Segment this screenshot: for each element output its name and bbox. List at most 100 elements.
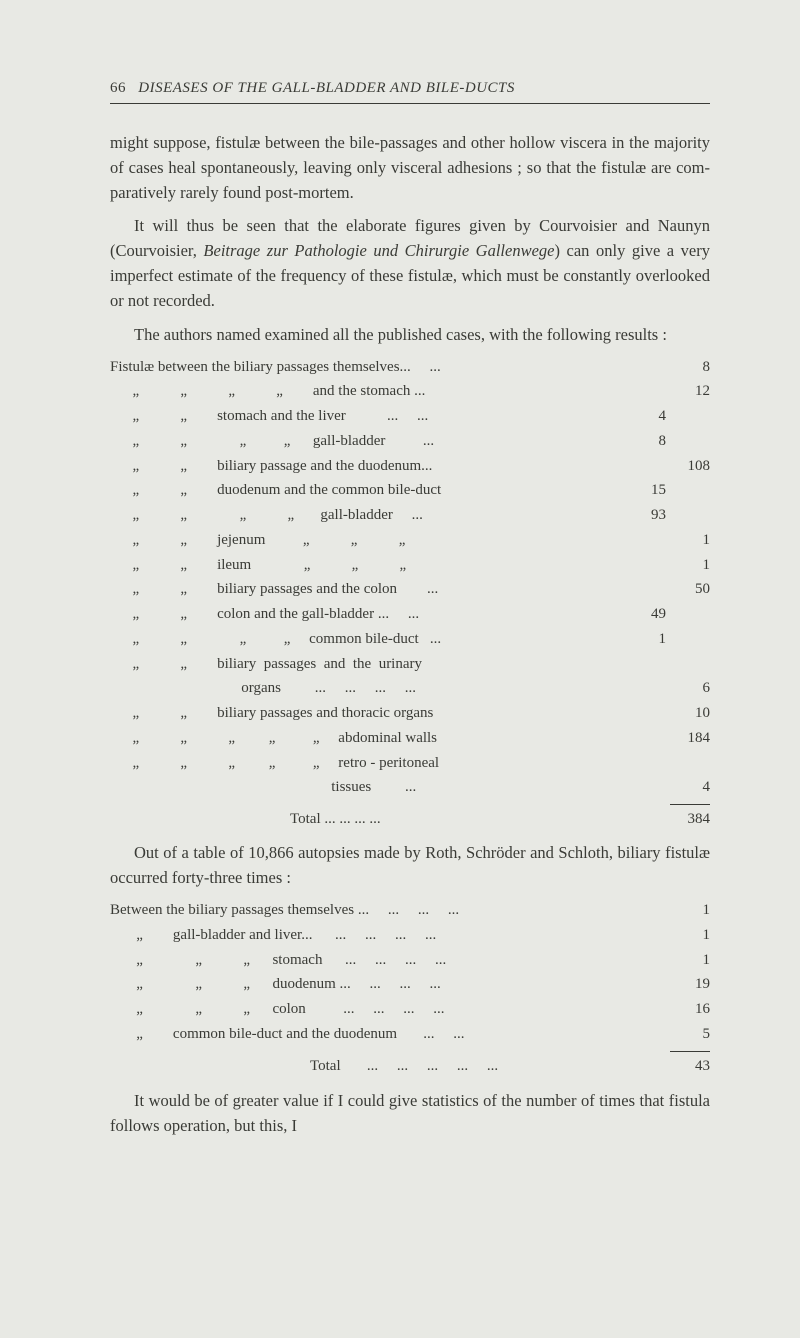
row-label: „ „ „ „ and the stomach ... [110, 379, 626, 404]
table-row: „ „ „ „ and the stomach ... 12 [110, 379, 710, 404]
row-col2: 1 [666, 528, 710, 553]
row-col2 [666, 751, 710, 776]
row-label: „ „ „ „ „ abdominal walls [110, 726, 626, 751]
total-rule [670, 1051, 710, 1052]
total-label: Total ... ... ... ... ... [110, 1054, 666, 1079]
row-value: 16 [666, 997, 710, 1022]
table-row: „ „ duodenum and the common bile-duct15 [110, 478, 710, 503]
row-value: 19 [666, 972, 710, 997]
paragraph-4: Out of a table of 10,866 autopsies made … [110, 840, 710, 890]
page-title: DISEASES OF THE GALL-BLADDER AND BILE-DU… [138, 80, 515, 96]
table-row: „ „ jejenum „ „ „ 1 [110, 528, 710, 553]
row-col1 [626, 701, 666, 726]
row-label: „ „ „ „ „ retro - peritoneal [110, 751, 626, 776]
row-col2: 8 [666, 355, 710, 380]
paragraph-2: It will thus be seen that the elaborate … [110, 213, 710, 313]
table-row: Fistulæ between the biliary passages the… [110, 355, 710, 380]
page-number: 66 [110, 80, 126, 96]
row-col1 [626, 676, 666, 701]
row-value: 1 [666, 948, 710, 973]
row-label: Fistulæ between the biliary passages the… [110, 355, 626, 380]
row-label: „ „ biliary passages and thoracic organs [110, 701, 626, 726]
row-col2 [666, 429, 710, 454]
paragraph-3: The authors named examined all the publi… [110, 322, 710, 347]
table-row: „ „ ileum „ „ „1 [110, 553, 710, 578]
table-row: „ „ biliary passages and thoracic organs… [110, 701, 710, 726]
row-col2 [666, 652, 710, 677]
paragraph-1: might suppose, fistulæ between the bile-… [110, 130, 710, 205]
row-label: „ „ „ colon ... ... ... ... [110, 997, 666, 1022]
row-label: „ „ colon and the gall-bladder ... ... [110, 602, 626, 627]
total-value: 43 [666, 1054, 710, 1079]
row-label: „ „ „ stomach ... ... ... ... [110, 948, 666, 973]
paragraph-5: It would be of greater value if I could … [110, 1088, 710, 1138]
table-row: „ „ „ colon ... ... ... ...16 [110, 997, 710, 1022]
row-label: „ gall-bladder and liver... ... ... ... … [110, 923, 666, 948]
row-col2: 10 [666, 701, 710, 726]
row-label: „ „ „ „ gall-bladder ... [110, 503, 626, 528]
row-value: 5 [666, 1022, 710, 1047]
row-col2: 6 [666, 676, 710, 701]
row-label: tissues ... [110, 775, 626, 800]
page-header: 66 DISEASES OF THE GALL-BLADDER AND BILE… [110, 80, 710, 104]
row-label: „ common bile-duct and the duodenum ... … [110, 1022, 666, 1047]
total-rule [670, 804, 710, 805]
row-col2 [666, 478, 710, 503]
total-value: 384 [666, 807, 710, 832]
row-col2: 184 [666, 726, 710, 751]
row-col1: 15 [626, 478, 666, 503]
row-col1 [626, 751, 666, 776]
row-col1: 49 [626, 602, 666, 627]
row-col1: 93 [626, 503, 666, 528]
table-row: „ gall-bladder and liver... ... ... ... … [110, 923, 710, 948]
table-row: „ „ biliary passages and the urinary [110, 652, 710, 677]
table-row: „ „ colon and the gall-bladder ... ...49 [110, 602, 710, 627]
total-row: Total ... ... ... ... ...43 [110, 1054, 710, 1079]
row-label: „ „ „ „ gall-bladder ... [110, 429, 626, 454]
row-col2: 108 [666, 454, 710, 479]
table-row: „ common bile-duct and the duodenum ... … [110, 1022, 710, 1047]
row-col2: 12 [666, 379, 710, 404]
row-label: „ „ biliary passage and the duodenum... [110, 454, 626, 479]
table-row: „ „ biliary passages and the colon ... 50 [110, 577, 710, 602]
table-row: tissues ... 4 [110, 775, 710, 800]
row-col2: 1 [666, 553, 710, 578]
table-row: Between the biliary passages themselves … [110, 898, 710, 923]
total-row: Total ... ... ... ...384 [110, 807, 710, 832]
fistula-table-2: Between the biliary passages themselves … [110, 898, 710, 1078]
row-value: 1 [666, 923, 710, 948]
total-label: Total ... ... ... ... [110, 807, 666, 832]
row-label: „ „ „ „ common bile-duct ... [110, 627, 626, 652]
table-row: „ „ „ „ „ retro - peritoneal [110, 751, 710, 776]
fistula-table-1: Fistulæ between the biliary passages the… [110, 355, 710, 832]
row-label: „ „ biliary passages and the urinary [110, 652, 626, 677]
row-value: 1 [666, 898, 710, 923]
table-row: organs ... ... ... ...6 [110, 676, 710, 701]
row-col1 [626, 379, 666, 404]
row-col1 [626, 454, 666, 479]
row-col2: 50 [666, 577, 710, 602]
row-label: „ „ jejenum „ „ „ [110, 528, 626, 553]
table-row: „ „ „ stomach ... ... ... ...1 [110, 948, 710, 973]
row-col2 [666, 602, 710, 627]
row-col1 [626, 726, 666, 751]
row-col2 [666, 404, 710, 429]
row-col1 [626, 577, 666, 602]
row-label: „ „ „ duodenum ... ... ... ... [110, 972, 666, 997]
table-row: „ „ „ „ gall-bladder ...93 [110, 503, 710, 528]
p2-italic: Beitrage zur Pathologie und Chirurgie Ga… [203, 241, 554, 260]
row-label: „ „ duodenum and the common bile-duct [110, 478, 626, 503]
table-row: „ „ stomach and the liver ... ...4 [110, 404, 710, 429]
row-col1 [626, 775, 666, 800]
row-label: Between the biliary passages themselves … [110, 898, 666, 923]
row-col1 [626, 355, 666, 380]
row-col1 [626, 528, 666, 553]
row-label: „ „ biliary passages and the colon ... [110, 577, 626, 602]
row-col1: 1 [626, 627, 666, 652]
table-row: „ „ „ „ common bile-duct ...1 [110, 627, 710, 652]
row-col1: 4 [626, 404, 666, 429]
row-col1 [626, 652, 666, 677]
table-row: „ „ „ „ gall-bladder ...8 [110, 429, 710, 454]
row-col2: 4 [666, 775, 710, 800]
table-row: „ „ biliary passage and the duodenum... 1… [110, 454, 710, 479]
